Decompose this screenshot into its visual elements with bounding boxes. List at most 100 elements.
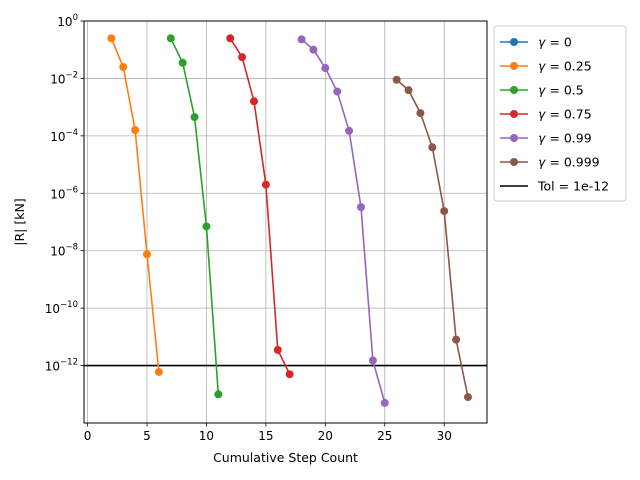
data-point	[321, 64, 330, 73]
y-tick-exponent: −12	[60, 358, 78, 368]
legend-item: γ = 0.75	[500, 107, 592, 122]
data-point	[178, 58, 187, 67]
data-point	[380, 398, 389, 407]
legend-item: γ = 0.25	[500, 59, 592, 74]
x-axis: 0 5 10 15 20 25 30	[84, 423, 452, 443]
series-3	[226, 34, 294, 379]
data-point	[297, 35, 306, 44]
data-point	[392, 75, 401, 84]
data-point	[333, 87, 342, 96]
data-point	[285, 370, 294, 379]
legend-item: γ = 0	[500, 35, 572, 50]
x-tick-label: 5	[143, 429, 151, 443]
legend-label-value: 0.75	[564, 107, 592, 122]
data-point	[368, 356, 377, 365]
y-tick-exponent: 0	[73, 13, 78, 23]
data-point	[309, 45, 318, 54]
y-tick-label: 10−6	[50, 185, 78, 201]
y-tick-label: 10−12	[45, 358, 78, 374]
data-point	[440, 207, 449, 216]
data-point	[190, 113, 199, 122]
legend-label-symbol: γ =	[538, 131, 564, 146]
series-2	[166, 34, 223, 399]
data-point	[226, 34, 235, 43]
legend-label-value: 0.999	[564, 155, 600, 170]
x-tick-label: 0	[84, 429, 92, 443]
data-point	[416, 109, 425, 118]
y-tick-exponent: −6	[65, 185, 78, 195]
data-point	[452, 335, 461, 344]
data-point	[154, 367, 163, 376]
y-tick-base: 10	[50, 72, 65, 86]
data-point	[428, 143, 437, 152]
legend-label: Tol = 1e-12	[537, 179, 609, 194]
legend-label-symbol: γ =	[538, 107, 564, 122]
data-point	[238, 53, 247, 62]
x-axis-label: Cumulative Step Count	[213, 450, 358, 465]
y-tick-label: 10−2	[50, 70, 78, 86]
y-tick-label: 100	[57, 13, 78, 29]
legend-label-symbol: γ =	[538, 155, 564, 170]
legend: γ = 0γ = 0.25γ = 0.5γ = 0.75γ = 0.99γ = …	[493, 25, 627, 202]
series-5	[392, 75, 472, 402]
y-tick-exponent: −10	[60, 300, 78, 310]
legend-item: Tol = 1e-12	[500, 179, 609, 194]
legend-swatch-marker	[510, 86, 518, 94]
legend-label: γ = 0.99	[538, 131, 592, 146]
data-point	[107, 34, 116, 43]
x-tick-label: 30	[437, 429, 452, 443]
y-tick-label: 10−4	[50, 128, 78, 144]
data-point	[356, 203, 365, 212]
series-1	[107, 34, 163, 376]
legend-swatch-marker	[510, 62, 518, 70]
data-point	[345, 126, 354, 135]
data-point	[143, 250, 152, 259]
data-point	[214, 390, 223, 399]
legend-label: γ = 0.5	[538, 83, 584, 98]
y-tick-label: 10−10	[45, 300, 78, 316]
y-tick-base: 10	[50, 245, 65, 259]
legend-swatch-marker	[510, 110, 518, 118]
plot-frame	[83, 20, 488, 424]
legend-label-symbol: γ =	[538, 59, 564, 74]
legend-item: γ = 0.5	[500, 83, 584, 98]
legend-label-value: 0.5	[564, 83, 584, 98]
series-group	[107, 34, 472, 407]
y-tick-exponent: −4	[65, 128, 78, 138]
data-point	[463, 393, 472, 402]
y-tick-base: 10	[45, 302, 60, 316]
legend-label-value: 0.25	[564, 59, 592, 74]
data-point	[261, 180, 270, 189]
y-tick-base: 10	[57, 15, 72, 29]
legend-label-symbol: γ =	[538, 35, 564, 50]
legend-swatch-marker	[510, 38, 518, 46]
legend-label-value: 0	[564, 35, 572, 50]
x-tick-label: 10	[199, 429, 214, 443]
legend-label: γ = 0.999	[538, 155, 600, 170]
data-point	[131, 125, 140, 134]
x-tick-label: 20	[318, 429, 333, 443]
legend-item: γ = 0.999	[500, 155, 600, 170]
data-point	[202, 222, 211, 231]
y-axis-label: |R| [kN]	[12, 198, 27, 245]
legend-label-value: 0.99	[564, 131, 592, 146]
y-tick-exponent: −8	[65, 243, 78, 253]
legend-item: γ = 0.99	[500, 131, 592, 146]
y-tick-base: 10	[45, 360, 60, 374]
y-tick-base: 10	[50, 187, 65, 201]
data-point	[273, 345, 282, 354]
data-point	[404, 86, 413, 95]
data-point	[119, 63, 128, 72]
data-point	[166, 34, 175, 43]
legend-box	[493, 25, 627, 202]
x-tick-label: 25	[377, 429, 392, 443]
y-tick-label: 10−8	[50, 243, 78, 259]
y-tick-exponent: −2	[65, 70, 78, 80]
legend-label: γ = 0.25	[538, 59, 592, 74]
data-point	[249, 97, 258, 106]
y-tick-base: 10	[50, 130, 65, 144]
legend-label: γ = 0.75	[538, 107, 592, 122]
series-4	[297, 35, 389, 407]
